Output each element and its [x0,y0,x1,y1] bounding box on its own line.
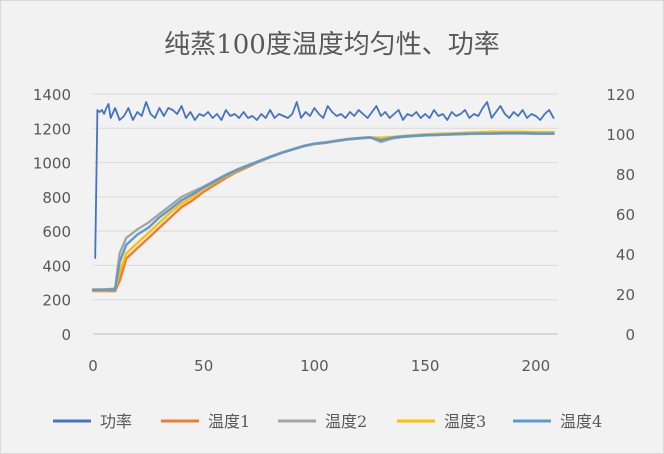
series-layer [91,101,555,293]
y-tick-label: 800 [42,189,71,207]
y-tick-label: 200 [42,292,71,310]
y-tick-label: 0 [61,326,71,344]
legend-label: 温度4 [560,412,602,431]
y-tick-label: 1200 [33,120,71,138]
y2-tick-label: 0 [625,326,635,344]
x-tick-label: 150 [411,357,440,375]
legend-label: 温度3 [444,412,486,431]
y2-tick-label: 20 [616,286,635,304]
x-tick-label: 0 [88,357,98,375]
legend-label: 温度2 [325,412,367,431]
y-tick-label: 1400 [33,86,71,104]
y2-tick-label: 60 [616,206,635,224]
legend-label: 温度1 [208,412,250,431]
series-line-1 [94,101,555,259]
series-line-3 [91,132,555,291]
y-tick-label: 400 [42,257,71,275]
legend: 功率 温度1 温度2 温度3 温度4 [53,412,602,431]
y-tick-label: 1000 [33,155,71,173]
y2-tick-label: 40 [616,246,635,264]
series-line-5 [91,131,555,291]
legend-label: 功率 [100,412,132,431]
x-tick-label: 100 [300,357,329,375]
grid-layer [93,93,558,335]
x-tick-label: 50 [194,357,213,375]
y2-tick-label: 100 [606,126,635,144]
tick-layer: 0200400600800100012001400020406080100120… [33,86,635,375]
y2-tick-label: 80 [616,166,635,184]
chart-title: 纯蒸100度温度均匀性、功率 [164,30,500,60]
y2-tick-label: 120 [606,86,635,104]
y-tick-label: 600 [42,223,71,241]
x-tick-label: 200 [522,357,551,375]
